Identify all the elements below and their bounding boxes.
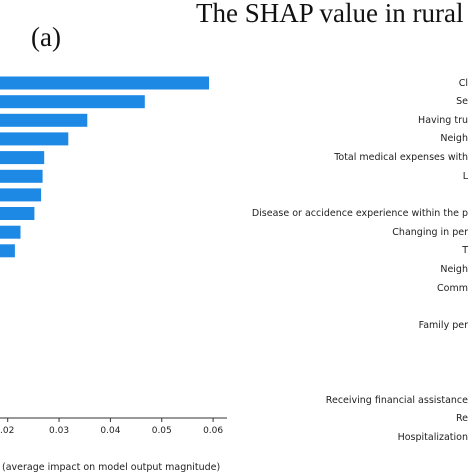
feature-label-9: T [462,245,468,257]
feature-label-17: Receiving financial assistance [325,394,468,406]
feature-label-5: L [462,170,468,182]
x-tick-label-3: 0.05 [152,426,172,436]
bar-6 [0,188,42,202]
feature-label-11: Comm [437,282,468,294]
feature-label-13: Family per [418,319,468,331]
bar-1 [0,95,145,109]
bar-0 [0,76,209,90]
feature-label-18: Re [455,413,468,425]
feature-label-3: Neigh [440,133,468,145]
feature-label-10: Neigh [440,264,468,275]
bar-8 [0,225,21,239]
chart-title: The SHAP value in rural [196,0,464,28]
bar-3 [0,132,69,146]
bar-9 [0,244,15,258]
feature-label-1: Se [456,96,468,108]
bar-5 [0,169,43,183]
bar-4 [0,151,45,165]
feature-label-7: Disease or accidence experience within t… [251,208,468,219]
feature-label-19: Hospitalization [397,431,468,443]
x-tick-label-0: .02 [0,426,14,436]
bar-2 [0,113,88,127]
feature-label-4: Total medical expenses with [334,152,468,164]
x-tick-label-1: 0.03 [49,426,69,436]
panel-label: (a) [31,22,61,52]
bar-7 [0,207,35,220]
feature-label-0: Cl [458,77,468,89]
feature-label-8: Changing in per [392,226,468,238]
bars-group [0,76,209,258]
feature-label-2: Having tru [418,114,468,126]
x-axis-label: (average impact on model output magnitud… [2,462,220,473]
x-axis: .02 0.03 0.04 0.05 0.06 (average impact on mo… [0,417,227,473]
x-tick-label-4: 0.06 [203,426,223,436]
x-tick-label-2: 0.04 [100,426,120,436]
